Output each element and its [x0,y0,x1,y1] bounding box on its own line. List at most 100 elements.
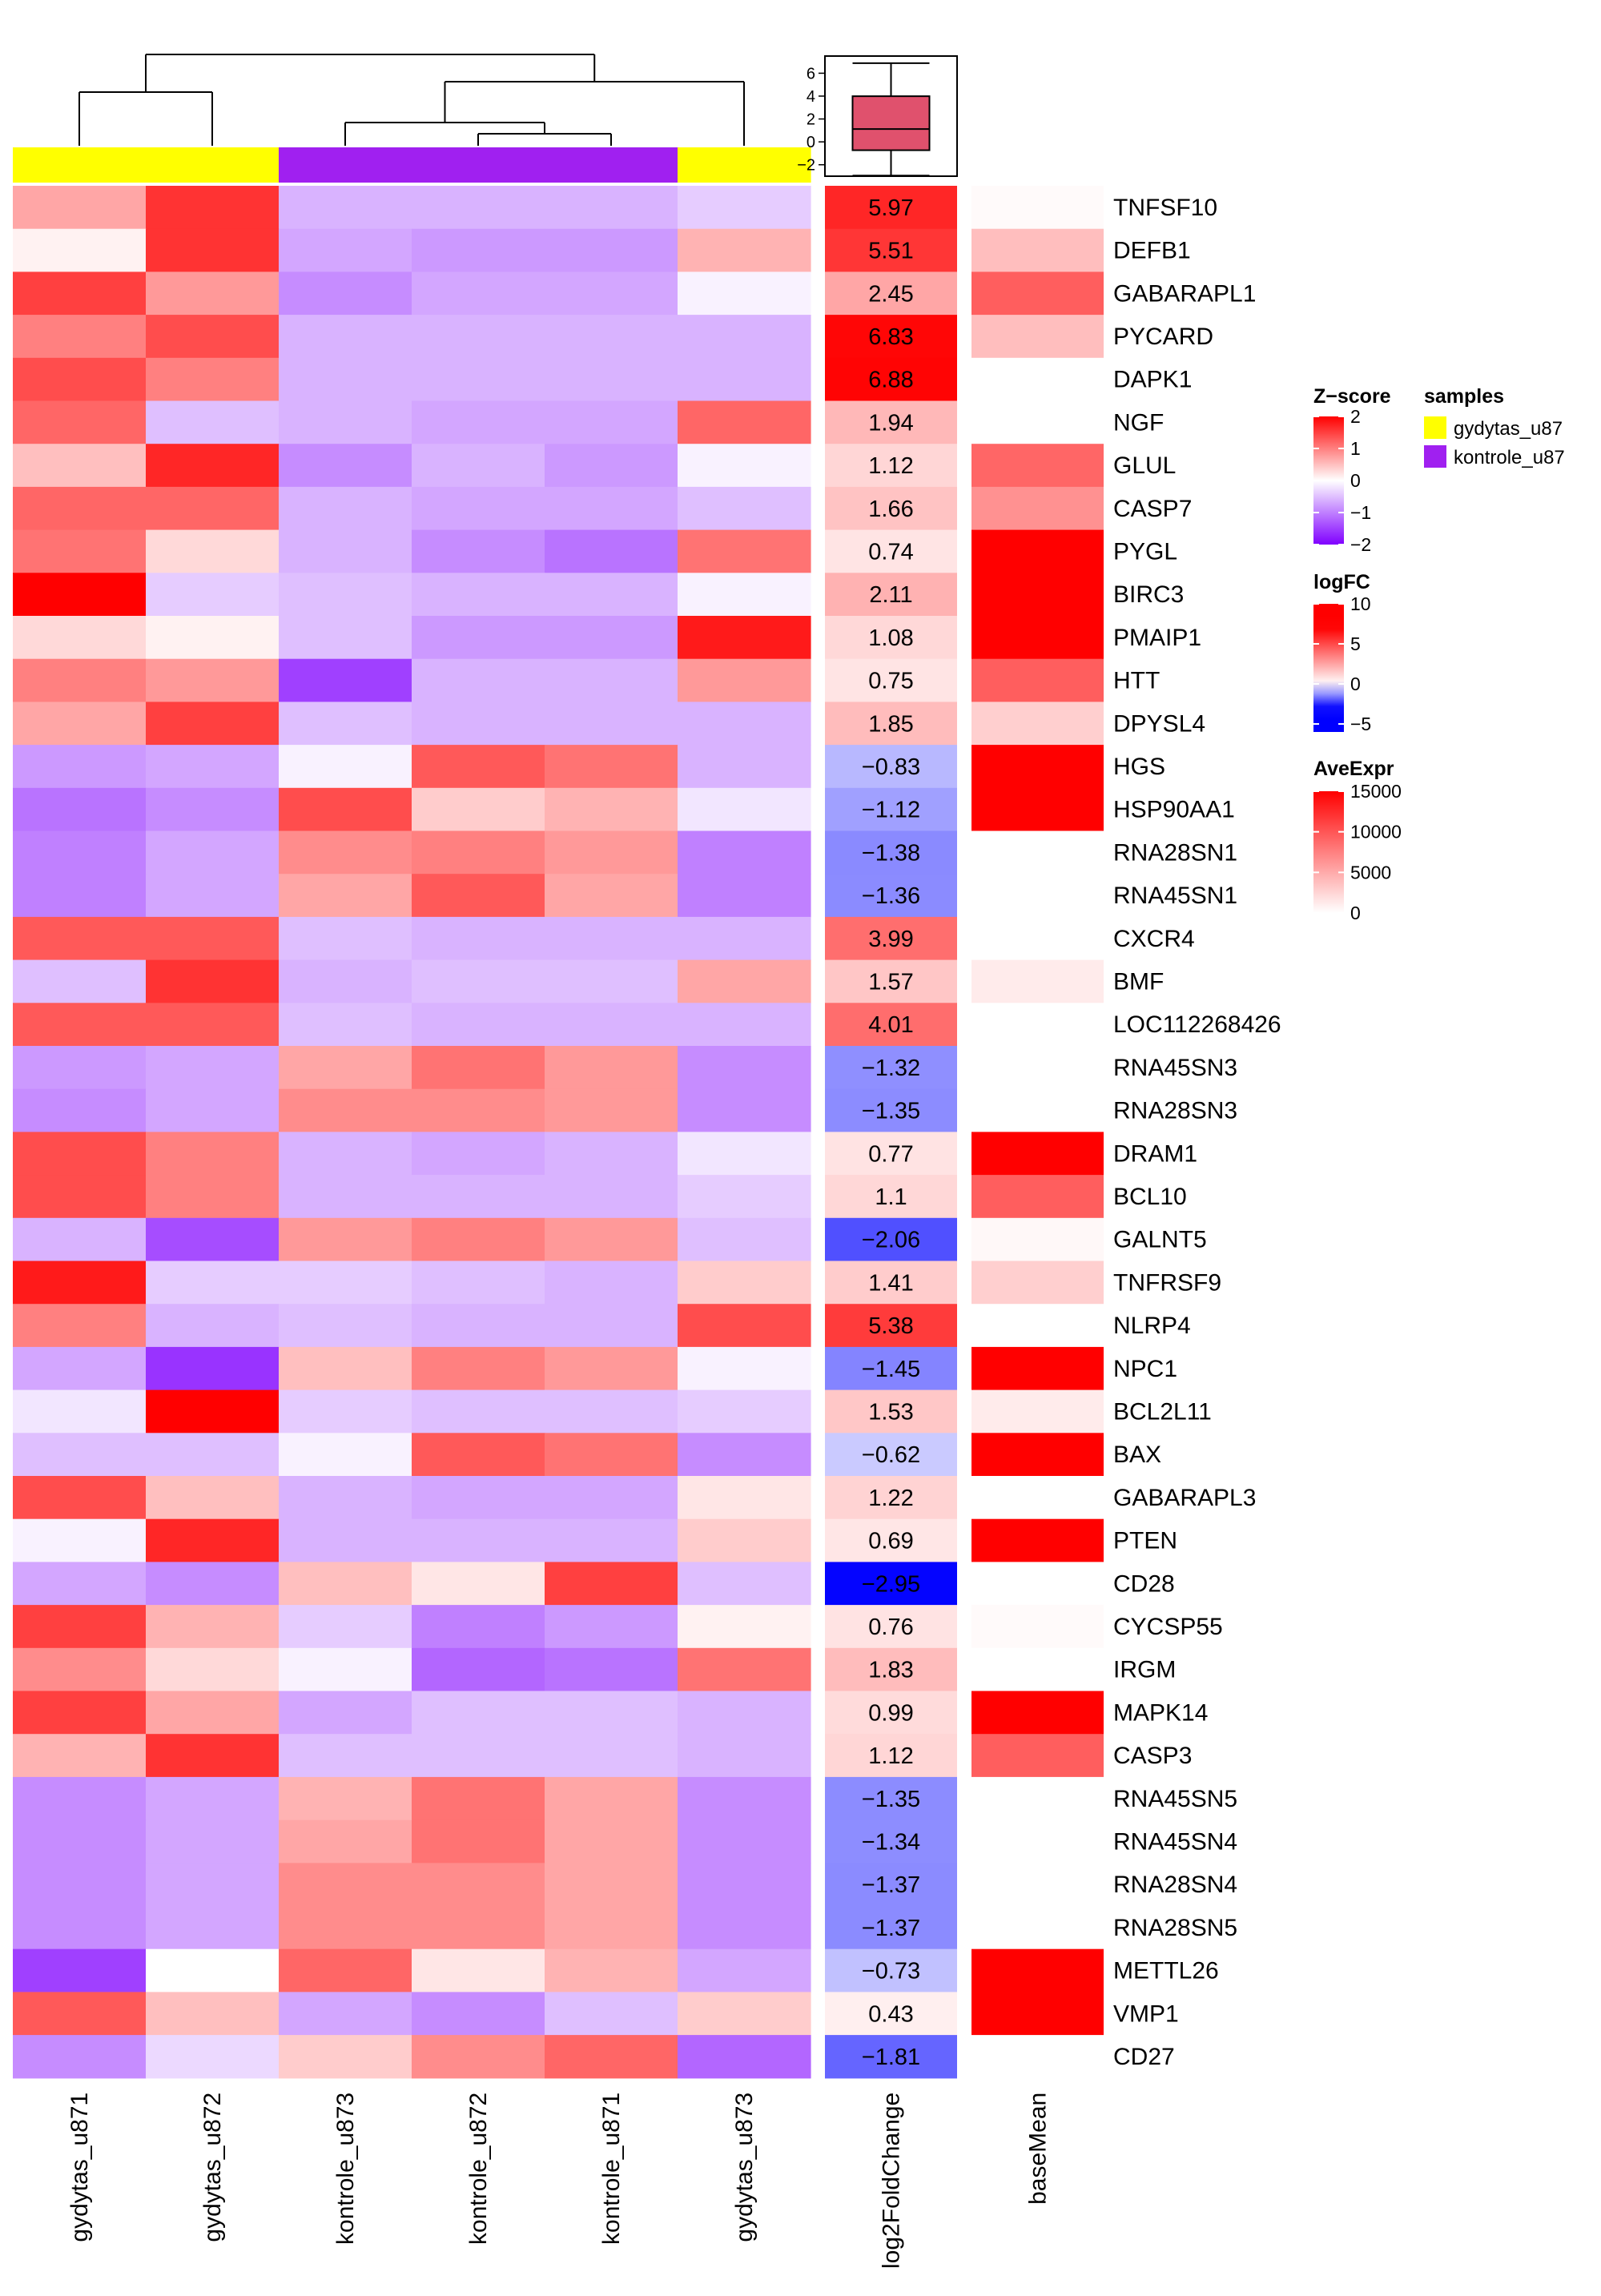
heat-cell [13,573,147,617]
heat-cell [13,228,147,272]
column-label: kontrole_u873 [332,2093,359,2245]
heat-cell [13,1304,147,1348]
log2fc-cell [825,1003,957,1047]
heat-cell [412,1046,545,1090]
gene-label: GABARAPL1 [1113,280,1256,307]
heat-cell [412,529,545,573]
heat-cell [412,1132,545,1176]
heat-cell [545,1734,678,1778]
gene-label: GALNT5 [1113,1227,1207,1253]
basemean-cell [971,1691,1104,1735]
heat-cell [13,1605,147,1649]
heat-cell [545,315,678,359]
log2fc-cell [825,486,957,531]
sample-annotation-cell [13,147,147,183]
basemean-cell [971,874,1104,918]
heat-cell [545,573,678,617]
log2fc-cell [825,1175,957,1219]
log2fc-value-label: 1.08 [868,625,913,651]
basemean-cell [971,400,1104,444]
heat-cell [13,400,147,444]
log2fc-cell [825,1863,957,1907]
column-label: gydytas_u871 [66,2093,93,2242]
log2fc-cell [825,1734,957,1778]
heat-cell [678,529,811,573]
heat-cell [412,1476,545,1520]
heat-cell [146,874,280,918]
log2fc-cell [825,228,957,272]
heat-cell [545,616,678,660]
basemean-cell [971,1647,1104,1692]
heat-cell [545,1261,678,1305]
heat-cell [412,1734,545,1778]
heat-cell [146,357,280,402]
log2fc-value-label: 2.45 [868,281,913,307]
log2fc-cell [825,1046,957,1090]
gene-label: IRGM [1113,1657,1176,1683]
heat-cell [279,830,412,875]
heat-cell [146,702,280,746]
heat-cell [279,315,412,359]
column-label: kontrole_u872 [465,2093,492,2245]
basemean-cell [971,1992,1104,2036]
log2fc-value-label: −1.38 [862,840,920,866]
heat-cell [412,1647,545,1692]
gene-label: RNA28SN5 [1113,1915,1237,1941]
column-label: gydytas_u872 [199,2093,226,2242]
gene-label: CYCSP55 [1113,1614,1223,1640]
basemean-cell [971,1776,1104,1821]
log2fc-cell [825,702,957,746]
heat-cell [412,1948,545,1992]
log2fc-value-label: 6.88 [868,368,913,393]
heat-cell [412,228,545,272]
samples-legend-swatch [1424,416,1446,439]
aveexpr-legend-tick-label: 15000 [1350,781,1402,802]
gene-label: BCL10 [1113,1184,1187,1210]
log2fc-cell [825,658,957,702]
basemean-cell [971,1046,1104,1090]
gene-label: GLUL [1113,452,1176,479]
zscore-legend-title: Z−score [1313,385,1391,408]
log2fc-value-label: 1.53 [868,1399,913,1425]
heat-cell [412,186,545,230]
log2fc-value-label: 0.99 [868,1700,913,1726]
heat-cell [279,186,412,230]
heat-cell [146,959,280,1003]
log2fc-cell [825,1820,957,1864]
log2fc-value-label: 5.51 [868,239,913,264]
heat-cell [545,959,678,1003]
heat-cell [412,271,545,316]
heat-cell [678,573,811,617]
gene-label: DAPK1 [1113,367,1192,393]
log2fc-value-label: −0.73 [862,1959,920,1984]
heat-cell [412,1776,545,1821]
heat-cell [545,357,678,402]
heat-cell [678,616,811,660]
heat-cell [545,1175,678,1219]
heat-cell [13,1132,147,1176]
gene-label: HGS [1113,754,1165,780]
log2fc-cell [825,616,957,660]
heat-cell [146,1734,280,1778]
heat-cell [678,1776,811,1821]
heat-cell [13,959,147,1003]
heat-cell [279,1734,412,1778]
log2fc-value-label: 0.75 [868,669,913,694]
heat-cell [678,1433,811,1477]
boxplot-tick-label: 2 [807,111,815,129]
heat-cell [545,1562,678,1606]
gene-label: RNA28SN4 [1113,1872,1237,1898]
heat-cell [545,916,678,961]
heat-cell [146,529,280,573]
heat-cell [279,874,412,918]
heat-cell [545,658,678,702]
log2fc-cell [825,1088,957,1132]
heat-cell [146,1261,280,1305]
heat-cell [412,1820,545,1864]
heat-cell [678,1605,811,1649]
gene-label: PMAIP1 [1113,625,1201,651]
heat-cell [279,1647,412,1692]
heat-cell [279,658,412,702]
heat-cell [13,1261,147,1305]
aveexpr-legend-bar [1313,791,1344,913]
